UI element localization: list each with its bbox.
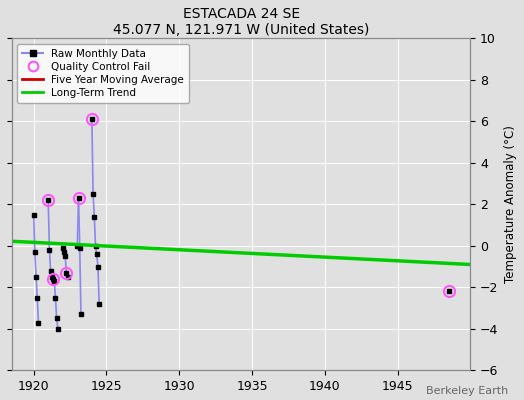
Legend: Raw Monthly Data, Quality Control Fail, Five Year Moving Average, Long-Term Tren: Raw Monthly Data, Quality Control Fail, … <box>17 44 189 103</box>
Text: Berkeley Earth: Berkeley Earth <box>426 386 508 396</box>
Y-axis label: Temperature Anomaly (°C): Temperature Anomaly (°C) <box>504 125 517 283</box>
Title: ESTACADA 24 SE
45.077 N, 121.971 W (United States): ESTACADA 24 SE 45.077 N, 121.971 W (Unit… <box>113 7 369 37</box>
